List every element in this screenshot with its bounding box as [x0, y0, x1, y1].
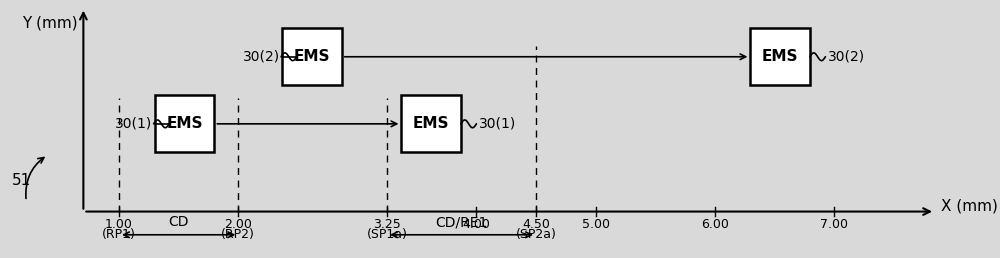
Text: 4.00: 4.00: [462, 218, 490, 231]
Text: (SP2a): (SP2a): [516, 228, 556, 241]
Bar: [155, 95, 214, 152]
Text: 30(2): 30(2): [828, 50, 865, 64]
Text: 5.00: 5.00: [582, 218, 610, 231]
Text: CD: CD: [168, 215, 189, 229]
Text: EMS: EMS: [413, 116, 449, 131]
Text: EMS: EMS: [166, 116, 203, 131]
Text: EMS: EMS: [294, 49, 330, 64]
Text: (RP2): (RP2): [221, 228, 255, 241]
Text: CD/RE1: CD/RE1: [435, 215, 488, 229]
Text: 7.00: 7.00: [820, 218, 848, 231]
Text: Y (mm): Y (mm): [22, 15, 77, 30]
Text: 30(1): 30(1): [115, 117, 152, 131]
Bar: [750, 28, 810, 85]
Text: (SP1a): (SP1a): [367, 228, 408, 241]
Text: 4.50: 4.50: [522, 218, 550, 231]
Text: X (mm): X (mm): [941, 199, 998, 214]
Text: 6.00: 6.00: [701, 218, 729, 231]
Text: 3.25: 3.25: [373, 218, 401, 231]
Text: 2.00: 2.00: [224, 218, 252, 231]
Text: 51: 51: [12, 173, 31, 188]
Bar: [282, 28, 342, 85]
Text: (RP1): (RP1): [102, 228, 136, 241]
Bar: [401, 95, 461, 152]
Text: EMS: EMS: [762, 49, 798, 64]
Text: 1.00: 1.00: [105, 218, 133, 231]
Text: 30(2): 30(2): [243, 50, 280, 64]
Text: 30(1): 30(1): [479, 117, 516, 131]
